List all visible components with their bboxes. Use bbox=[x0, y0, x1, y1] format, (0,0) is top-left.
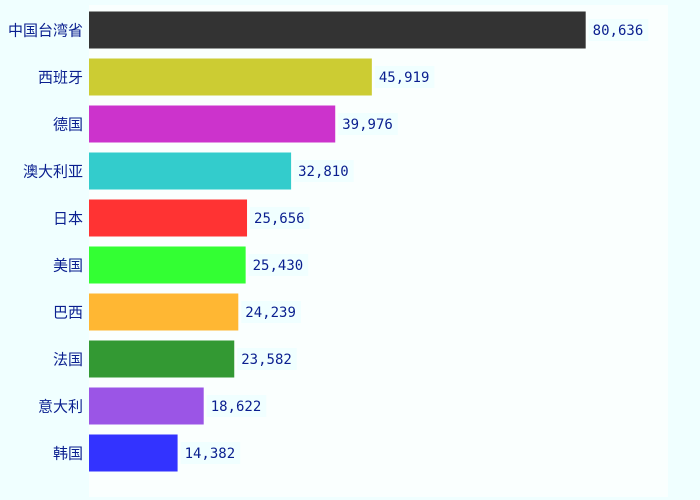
bar[interactable] bbox=[89, 58, 372, 96]
value-label-background bbox=[241, 301, 301, 323]
category-label: 德国 bbox=[53, 116, 83, 134]
bar[interactable] bbox=[89, 246, 246, 284]
value-label: 24,239 bbox=[245, 305, 296, 321]
bar[interactable] bbox=[89, 293, 239, 331]
category-label: 法国 bbox=[53, 351, 83, 369]
value-label-background bbox=[206, 395, 267, 417]
bar[interactable] bbox=[89, 105, 336, 143]
category-label: 美国 bbox=[53, 257, 83, 275]
category-label: 韩国 bbox=[53, 445, 83, 463]
value-label: 18,622 bbox=[211, 399, 262, 415]
value-label-background bbox=[374, 66, 435, 88]
bar[interactable] bbox=[89, 387, 204, 425]
category-label: 日本 bbox=[53, 210, 83, 228]
bar[interactable] bbox=[89, 152, 292, 190]
bar[interactable] bbox=[89, 11, 586, 49]
value-label-background bbox=[588, 19, 649, 41]
value-label: 14,382 bbox=[185, 446, 236, 462]
value-label-background bbox=[248, 254, 309, 276]
value-label: 80,636 bbox=[593, 23, 644, 39]
value-label-background bbox=[237, 348, 297, 370]
category-label: 澳大利亚 bbox=[23, 163, 83, 181]
category-label: 巴西 bbox=[53, 304, 83, 322]
bar[interactable] bbox=[89, 434, 178, 472]
value-label: 25,430 bbox=[253, 258, 304, 274]
value-label: 39,976 bbox=[342, 117, 393, 133]
category-label: 西班牙 bbox=[38, 69, 83, 87]
value-label: 32,810 bbox=[298, 164, 349, 180]
category-label: 中国台湾省 bbox=[8, 22, 83, 40]
value-label-background bbox=[250, 207, 310, 229]
category-label: 意大利 bbox=[38, 398, 83, 416]
value-label-background bbox=[338, 113, 398, 135]
value-label-background bbox=[294, 160, 354, 182]
value-label-background bbox=[180, 442, 241, 464]
value-label: 45,919 bbox=[379, 70, 430, 86]
bar[interactable] bbox=[89, 340, 235, 378]
bar[interactable] bbox=[89, 199, 248, 237]
value-label: 25,656 bbox=[254, 211, 305, 227]
value-label: 23,582 bbox=[241, 352, 292, 368]
